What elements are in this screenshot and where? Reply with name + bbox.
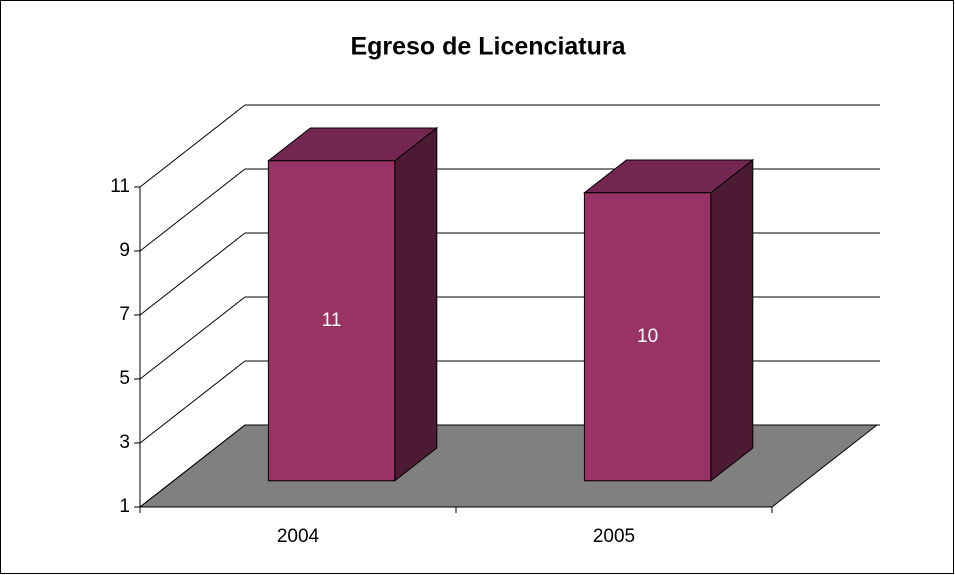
grid-line: [139, 296, 246, 380]
grid-line: [139, 360, 246, 444]
grid-line: [139, 168, 246, 252]
x-tick-label: 2004: [277, 526, 320, 547]
y-tick-label: 7: [119, 304, 130, 325]
chart-title: Egreso de Licenciatura: [350, 33, 626, 61]
y-tick-label: 5: [119, 368, 130, 389]
bar-side: [710, 158, 754, 482]
floor: [138, 424, 879, 508]
x-tick-label: 2005: [593, 526, 635, 547]
bar: [267, 160, 396, 482]
y-tick-label: 9: [119, 240, 130, 261]
y-tick-label: 3: [119, 432, 130, 453]
grid-line: [139, 104, 246, 188]
value-label: 11: [322, 310, 342, 331]
grid-line: [139, 232, 246, 316]
bar-side: [394, 126, 438, 482]
bar: [583, 192, 712, 482]
grid-line: [139, 424, 246, 508]
y-tick-label: 1: [119, 496, 130, 517]
y-tick-label: 11: [110, 176, 130, 197]
value-label: 10: [637, 326, 658, 347]
